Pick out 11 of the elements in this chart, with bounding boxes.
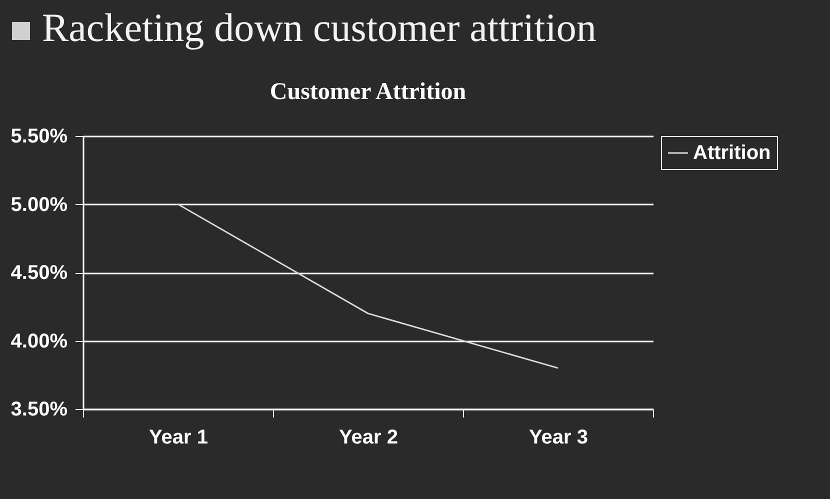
chart-title: Racketing down customer attrition xyxy=(42,4,596,51)
y-tick-label: 5.00% xyxy=(10,194,68,216)
y-tick-label: 4.00% xyxy=(10,330,68,352)
x-tick-label: Year 1 xyxy=(149,426,208,448)
y-tick-label: 3.50% xyxy=(10,398,68,420)
y-tick-label: 5.50% xyxy=(10,126,68,148)
legend-label: Attrition xyxy=(693,142,771,164)
x-tick-label: Year 3 xyxy=(529,426,588,448)
y-tick-label: 4.50% xyxy=(10,262,68,284)
chart-subtitle: Customer Attrition xyxy=(270,79,466,105)
x-tick-label: Year 2 xyxy=(339,426,398,448)
